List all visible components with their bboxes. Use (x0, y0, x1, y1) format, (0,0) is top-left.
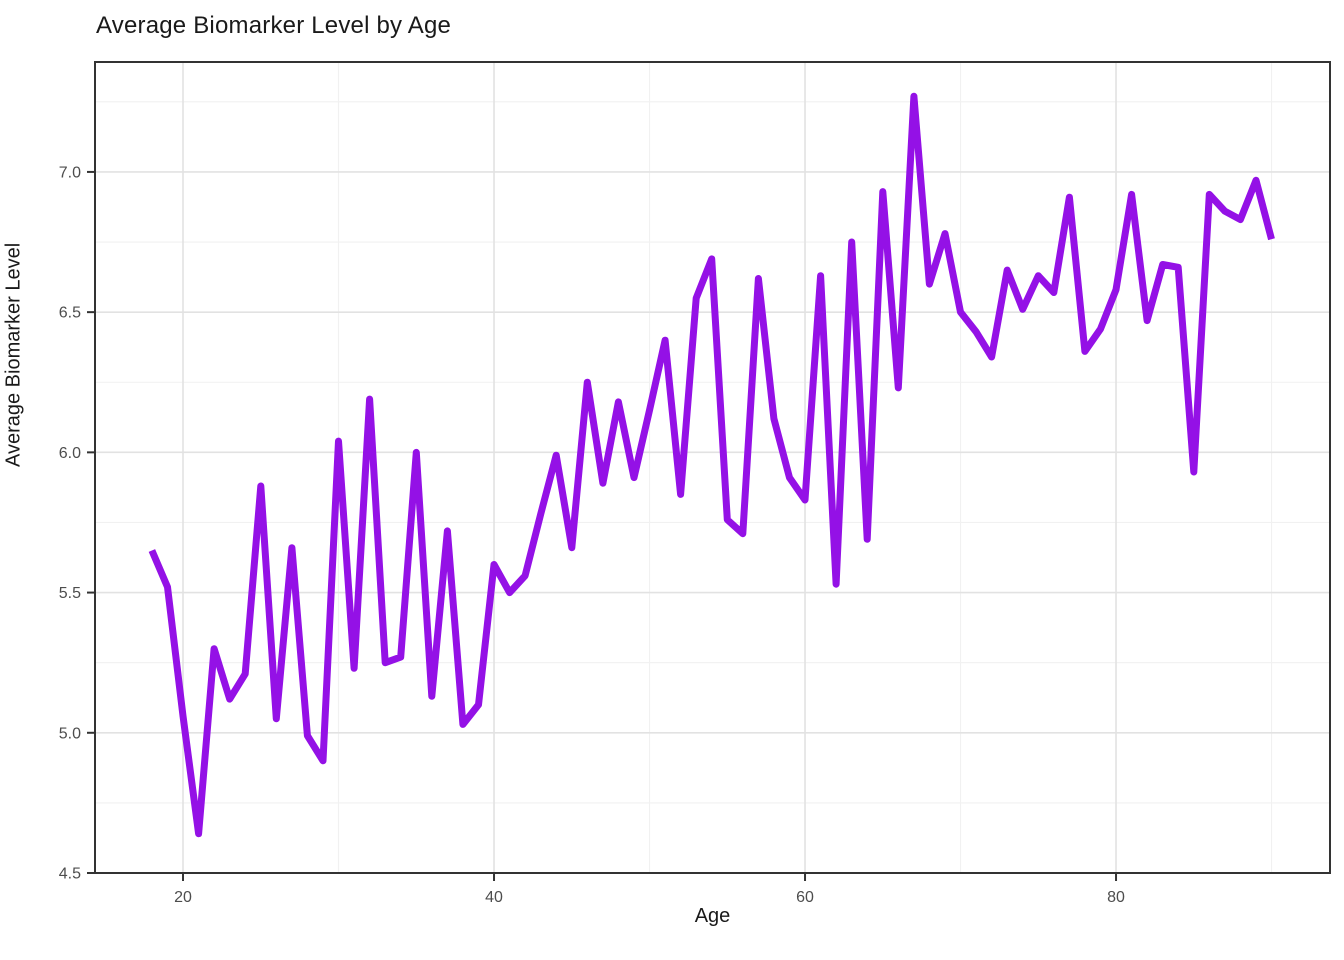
y-axis-title: Average Biomarker Level (2, 242, 25, 467)
biomarker-line (148, 92, 1275, 838)
y-tick-label: 4.5 (59, 866, 81, 883)
x-tick-label: 60 (796, 889, 814, 906)
y-tick-label: 6.5 (59, 305, 81, 322)
y-tick-label: 5.5 (59, 585, 81, 602)
x-tick-label: 80 (1107, 889, 1125, 906)
y-tick-label: 6.0 (59, 445, 81, 462)
x-tick-label: 40 (485, 889, 503, 906)
panel-border (94, 61, 1331, 874)
chart-title: Average Biomarker Level by Age (96, 12, 452, 39)
panel-background (95, 62, 1330, 873)
x-tick-label: 20 (174, 889, 192, 906)
y-tick-label: 7.0 (59, 164, 81, 181)
x-axis-title: Age (694, 905, 731, 927)
y-tick-label: 5.0 (59, 725, 81, 742)
